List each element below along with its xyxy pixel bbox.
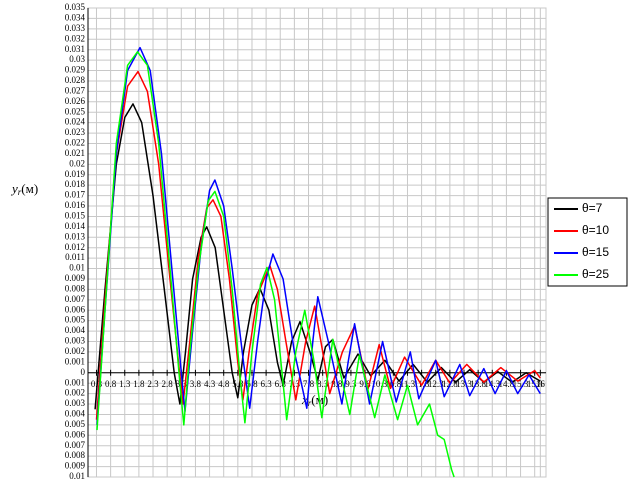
y-tick-label: 0.024 — [65, 117, 86, 127]
y-tick-label: 0.002 — [65, 388, 85, 398]
x-tick-label: 15.3 — [513, 379, 529, 389]
x-tick-label: 13.3 — [456, 379, 472, 389]
y-tick-label: 0.029 — [65, 65, 86, 75]
y-tick-label: 0.017 — [65, 190, 86, 200]
x-tick-label: 11.3 — [400, 379, 416, 389]
x-tick-label: 6.3 — [260, 379, 272, 389]
y-tick-label: 0.005 — [65, 315, 86, 325]
y-axis-label-part: r — [18, 187, 22, 197]
x-tick-label: 9.3 — [345, 379, 357, 389]
y-tick-label: 0.031 — [65, 44, 85, 54]
x-tick-label: 5.3 — [232, 379, 244, 389]
y-tick-label: 0.03 — [69, 54, 85, 64]
y-tick-label: 0.008 — [65, 450, 86, 460]
y-tick-label: 0.018 — [65, 179, 86, 189]
y-tick-label: 0.025 — [65, 106, 86, 116]
x-tick-label: 8.3 — [317, 379, 329, 389]
y-tick-label: 0 — [81, 367, 86, 377]
x-tick-label: 3.8 — [190, 379, 202, 389]
y-tick-label: 0.001 — [65, 356, 85, 366]
legend-label: θ=15 — [582, 245, 609, 259]
y-tick-label: 0.032 — [65, 33, 85, 43]
x-tick-label: 4.3 — [204, 379, 216, 389]
legend-box — [547, 197, 628, 287]
plot-area — [87, 7, 547, 478]
legend-label: θ=7 — [582, 201, 603, 215]
y-tick-label: 0.004 — [65, 325, 86, 335]
y-tick-label: 0.022 — [65, 138, 85, 148]
y-axis-label-part: (м) — [21, 181, 38, 196]
x-axis-label-part: r — [308, 398, 312, 408]
y-tick-label: 0.01 — [69, 263, 85, 273]
legend-label: θ=25 — [582, 267, 609, 281]
y-tick-label: 0.011 — [65, 252, 85, 262]
y-axis-label: yr(м) — [10, 181, 38, 197]
y-tick-label: 0.003 — [65, 336, 86, 346]
y-tick-label: 0.009 — [65, 273, 86, 283]
legend-label: θ=10 — [582, 223, 609, 237]
series-line — [96, 46, 541, 425]
x-tick-label: 16 — [536, 379, 546, 389]
y-tick-label: 0.034 — [65, 12, 86, 22]
y-tick-label: 0.001 — [65, 377, 85, 387]
y-tick-label: 0.035 — [65, 2, 86, 12]
y-tick-label: 0.023 — [65, 127, 86, 137]
y-tick-label: 0.003 — [65, 398, 86, 408]
y-tick-label: 0.005 — [65, 419, 86, 429]
y-tick-label: 0.026 — [65, 96, 86, 106]
y-tick-label: 0.009 — [65, 461, 86, 471]
y-tick-label: 0.033 — [65, 23, 86, 33]
x-tick-label: 12.3 — [428, 379, 444, 389]
y-tick-label: 0.006 — [65, 304, 86, 314]
y-tick-label: 0.02 — [69, 158, 85, 168]
y-tick-label: 0.028 — [65, 75, 86, 85]
y-axis-label-part: y — [10, 181, 18, 196]
y-tick-label: 0.019 — [65, 169, 86, 179]
x-tick-label: 14.8 — [499, 379, 515, 389]
y-tick-label: 0.006 — [65, 429, 86, 439]
x-tick-label: 7.3 — [289, 379, 301, 389]
x-tick-label: 1.3 — [119, 379, 131, 389]
y-tick-label: 0.007 — [65, 294, 86, 304]
x-tick-label: 6.8 — [275, 379, 287, 389]
y-tick-label: 0.027 — [65, 85, 86, 95]
x-tick-label: 1.8 — [133, 379, 145, 389]
y-tick-label: 0.008 — [65, 283, 86, 293]
y-tick-label: 0.012 — [65, 242, 85, 252]
y-tick-label: 0.002 — [65, 346, 85, 356]
x-tick-label: 2.8 — [162, 379, 174, 389]
x-tick-label: 10.8 — [385, 379, 401, 389]
y-tick-label: 0.016 — [65, 200, 86, 210]
y-tick-label: 0.007 — [65, 440, 86, 450]
series-line — [96, 51, 455, 478]
y-tick-label: 0.004 — [65, 409, 86, 419]
x-tick-label: 14.3 — [484, 379, 500, 389]
y-tick-label: 0.01 — [69, 471, 85, 481]
y-tick-label: 0.015 — [65, 211, 86, 221]
x-tick-label: 13.8 — [470, 379, 486, 389]
x-tick-label: 10.3 — [371, 379, 387, 389]
y-tick-label: 0.014 — [65, 221, 86, 231]
series-line — [94, 103, 541, 410]
x-tick-label: 2.3 — [147, 379, 159, 389]
y-tick-label: 0.013 — [65, 231, 86, 241]
y-tick-label: 0.021 — [65, 148, 85, 158]
x-tick-label: 0.8 — [105, 379, 117, 389]
x-tick-label: 4.8 — [218, 379, 230, 389]
